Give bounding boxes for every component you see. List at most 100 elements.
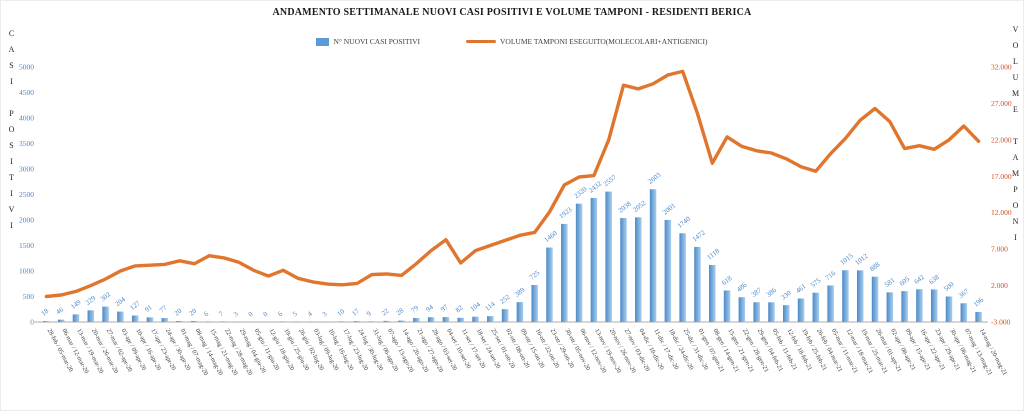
bar-data-label: 79 (410, 304, 421, 315)
bar-data-label: 605 (898, 275, 912, 288)
right-axis-tick: 22.000 (991, 135, 1012, 144)
right-axis-tick: 2.000 (991, 281, 1008, 290)
right-axis-tick: -3.000 (991, 318, 1011, 327)
bar (531, 285, 538, 322)
bar-data-label: 28 (395, 306, 406, 317)
bar (161, 318, 169, 322)
bar-data-label: 1472 (691, 228, 707, 243)
bar-data-label: 82 (454, 303, 465, 314)
bar (487, 316, 494, 322)
bar-data-label: 638 (928, 273, 942, 286)
bar (102, 306, 109, 322)
bar (916, 289, 923, 322)
left-axis-tick: 500 (23, 292, 35, 301)
bar (842, 270, 849, 322)
bar (605, 191, 612, 322)
bar (723, 290, 731, 322)
bar (87, 310, 95, 322)
bar-data-label: 204 (114, 295, 128, 308)
bar (664, 219, 672, 322)
bar (398, 320, 405, 322)
bar-data-label: 1118 (706, 247, 722, 262)
bar-data-label: 94 (424, 303, 435, 314)
bar-data-label: 1015 (839, 252, 855, 267)
casi-positivi-legend-swatch (316, 37, 330, 46)
bar (768, 302, 775, 322)
bar-data-label: 229 (84, 294, 98, 307)
left-axis-tick: 5000 (19, 63, 34, 72)
bar-data-label: 642 (913, 273, 927, 286)
left-axis-title: CASI POSITIVI (7, 29, 16, 237)
bar-data-label: 3 (321, 310, 329, 319)
bar-data-label: 9 (365, 309, 373, 318)
tamponi-line (44, 69, 981, 299)
bar (797, 298, 805, 322)
bar-data-label: 18 (40, 307, 51, 318)
bar-data-label: 127 (128, 299, 142, 312)
bar (886, 292, 894, 322)
bar-data-label: 387 (750, 286, 764, 299)
bar-data-label: 461 (794, 282, 808, 295)
bar-data-label: 1460 (543, 229, 559, 244)
bar (176, 320, 183, 322)
left-axis-tick: 3500 (19, 139, 34, 148)
legend-item-casi-positivi: N° NUOVI CASI POSITIVI (316, 37, 420, 46)
bar (679, 233, 686, 322)
legend-item-volume-tamponi: VOLUME TAMPONI ESEGUITO(MOLECOLARI+ANTIG… (466, 37, 708, 46)
bar-data-label: 486 (735, 281, 749, 294)
bar-data-label: 3 (232, 310, 240, 319)
bar (117, 311, 124, 322)
left-axis-tick: 3000 (19, 165, 34, 174)
bar (945, 296, 953, 322)
bar-data-label: 4 (306, 310, 314, 319)
bar (620, 218, 627, 322)
bar-data-label: 0 (262, 310, 270, 319)
bar-data-label: 2320 (572, 185, 588, 200)
left-axis-tick: 2500 (19, 190, 34, 199)
left-axis-tick: 4500 (19, 88, 34, 97)
bar-data-label: 77 (158, 304, 169, 315)
bar-data-label: 10 (336, 307, 347, 318)
left-axis-tick: 4000 (19, 114, 34, 123)
bar-data-label: 2603 (646, 171, 662, 186)
bar-data-label: 46 (55, 305, 66, 316)
right-axis-tick: 12.000 (991, 208, 1012, 217)
bar-data-label: 581 (883, 276, 897, 289)
bar-data-label: 386 (765, 286, 779, 299)
bar (753, 302, 760, 322)
right-axis-tick: 32.000 (991, 63, 1012, 72)
bar (413, 317, 420, 322)
bar-data-label: 725 (528, 269, 542, 282)
bar-data-label: 1740 (676, 215, 692, 230)
bar-data-label: 389 (513, 286, 527, 299)
bar (738, 297, 746, 322)
bar-data-label: 20 (188, 307, 199, 318)
bar-data-label: 618 (720, 274, 734, 287)
volume-tamponi-legend-swatch (466, 40, 497, 43)
bar-data-label: 500 (942, 280, 956, 293)
bar (43, 321, 50, 322)
bar (871, 276, 879, 322)
bar-data-label: 17 (350, 307, 361, 318)
bar (57, 319, 65, 322)
bar-data-label: 114 (484, 300, 497, 313)
bar-data-label: 0 (247, 310, 255, 319)
right-axis-title: VOLUME TAMPONI (1011, 25, 1020, 249)
bar (516, 302, 524, 322)
bar (694, 246, 701, 322)
right-axis-tick: 27.000 (991, 99, 1012, 108)
bar (590, 197, 598, 322)
bar-data-label: 7 (217, 309, 225, 318)
bar (546, 247, 553, 322)
legend: N° NUOVI CASI POSITIVI VOLUME TAMPONI ES… (1, 37, 1023, 46)
legend-label-casi-positivi: N° NUOVI CASI POSITIVI (333, 37, 421, 46)
bar (339, 321, 346, 322)
bar (782, 305, 790, 322)
bar-data-label: 252 (498, 293, 512, 306)
bar-data-label: 2001 (661, 201, 677, 216)
bar (72, 314, 80, 322)
bar (191, 320, 198, 322)
bar-data-label: 22 (380, 307, 391, 318)
bar-data-label: 888 (868, 260, 882, 273)
bar (575, 203, 583, 322)
